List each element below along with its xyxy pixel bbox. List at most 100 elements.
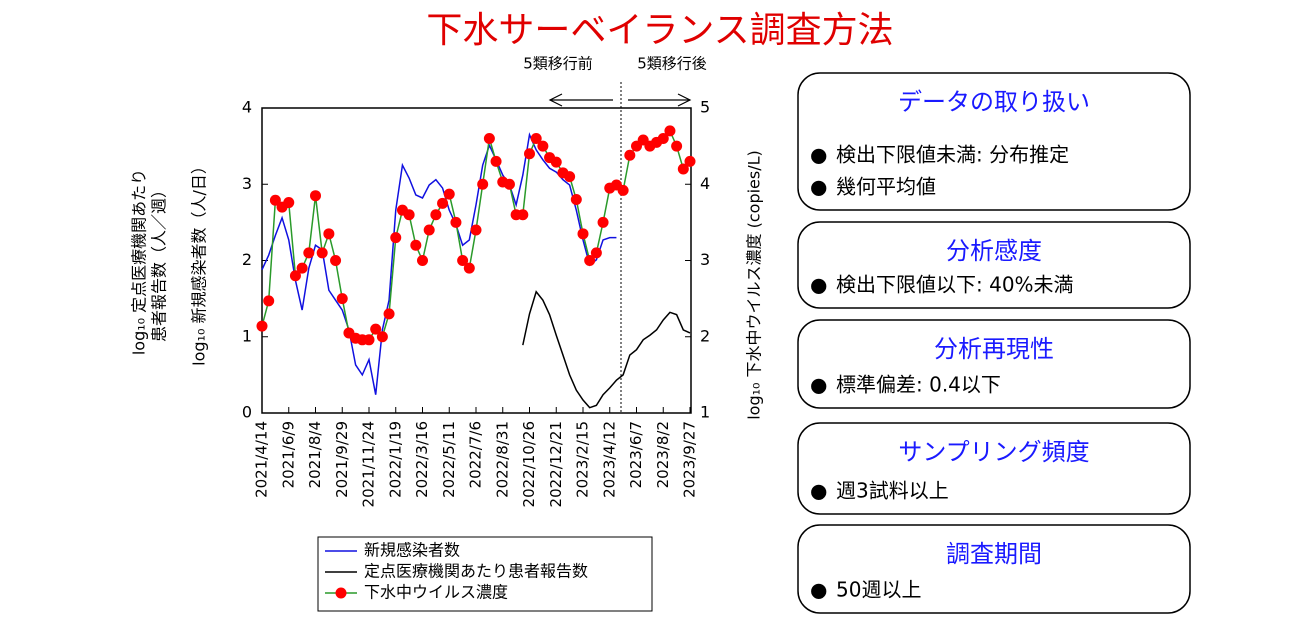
data-point: [550, 156, 562, 168]
data-point: [530, 133, 542, 144]
data-point: [617, 184, 629, 196]
panel-bullet: ●: [810, 479, 827, 503]
y-tick-label: 2: [242, 250, 252, 269]
data-point: [624, 149, 636, 161]
y2-axis-label: log₁₀ 下水中ウイルス濃度 (copies/L): [745, 150, 764, 420]
arrow-after: [628, 93, 692, 107]
y2-tick-label: 3: [700, 250, 710, 269]
data-point: [303, 247, 315, 259]
x-tick-label: 2023/4/12: [600, 421, 618, 498]
x-tick-label: 2022/7/6: [467, 421, 485, 488]
x-tick-label: 2021/8/4: [306, 421, 324, 488]
panel-box: [797, 72, 1191, 211]
data-point: [323, 228, 335, 240]
data-point: [363, 334, 375, 346]
y-tick-label: 1: [242, 326, 252, 345]
x-tick-label: 2022/8/31: [493, 421, 511, 498]
data-point: [477, 178, 489, 190]
data-point: [463, 262, 475, 274]
x-tick-label: 2022/5/11: [440, 421, 458, 498]
panel-title: 調査期間: [946, 540, 1042, 568]
data-point: [283, 197, 295, 209]
data-point: [450, 216, 462, 228]
data-point: [310, 190, 321, 202]
y-tick-label: 3: [242, 174, 252, 193]
annotation: 5類移行前: [523, 55, 593, 73]
legend-label: 新規感染者数: [364, 541, 460, 560]
data-point: [490, 155, 502, 167]
data-point: [503, 178, 515, 190]
data-point: [330, 255, 342, 266]
panel-bullet: ●: [810, 578, 827, 602]
page-title: 下水サーベイランス調査方法: [426, 10, 893, 51]
panel-bullet: ●: [810, 273, 827, 297]
panel-box: [797, 422, 1191, 515]
data-point: [597, 216, 609, 228]
data-point: [383, 308, 395, 320]
x-tick-label: 2022/3/16: [413, 421, 431, 498]
panel-item: 検出下限値以下: 40%未満: [836, 273, 1074, 297]
data-point: [437, 197, 449, 209]
legend-marker: [335, 587, 347, 599]
y2-tick-label: 5: [700, 98, 710, 117]
data-point: [417, 255, 428, 266]
x-tick-label: 2022/12/21: [547, 421, 565, 507]
data-point: [370, 323, 382, 335]
legend: [317, 536, 653, 612]
data-point: [657, 133, 669, 144]
data-point: [390, 232, 402, 244]
x-tick-label: 2023/2/15: [574, 421, 592, 498]
panel-box: [797, 221, 1191, 309]
data-point: [430, 209, 442, 221]
x-tick-label: 2021/4/14: [253, 421, 271, 498]
y-tick-label: 0: [242, 403, 252, 422]
data-point: [584, 255, 596, 266]
data-point: [564, 171, 576, 183]
data-point: [517, 209, 529, 221]
y2-tick-label: 2: [700, 326, 710, 345]
y-axis-label: log₁₀ 新規感染者数（人/日）: [190, 158, 209, 366]
data-point: [570, 194, 582, 205]
panel-bullet: ●: [810, 143, 827, 167]
panel-title: 分析感度: [946, 237, 1042, 265]
x-tick-label: 2021/9/29: [333, 421, 351, 498]
legend-label: 定点医療機関あたり患者報告数: [364, 562, 588, 581]
annotation: 5類移行後: [637, 55, 707, 73]
data-point: [664, 125, 676, 137]
data-point: [457, 255, 469, 266]
panel-bullet: ●: [810, 373, 827, 397]
panel-title: 分析再現性: [934, 335, 1054, 363]
data-point: [316, 247, 328, 259]
data-point: [336, 293, 348, 305]
x-tick-label: 2023/6/7: [627, 421, 645, 488]
x-tick-label: 2023/8/2: [654, 421, 672, 488]
y-axis-label-outer: log₁₀ 定点医療機関あたり: [130, 169, 149, 355]
x-tick-label: 2022/10/26: [520, 421, 538, 507]
panel-title: サンプリング頻度: [898, 438, 1089, 466]
panel-box: [797, 319, 1191, 409]
y2-tick-label: 4: [700, 174, 710, 193]
panel-item: 週3試料以上: [836, 479, 949, 503]
data-point: [410, 239, 422, 251]
x-tick-label: 2021/6/9: [279, 421, 297, 488]
data-point: [289, 270, 301, 282]
arrow-before: [548, 93, 613, 107]
data-point: [537, 140, 549, 152]
data-point: [524, 148, 535, 160]
data-point: [403, 209, 415, 221]
data-point: [376, 331, 388, 343]
panel-item: 検出下限値未満: 分布推定: [836, 143, 1069, 167]
data-point: [263, 295, 275, 307]
x-tick-label: 2021/11/24: [360, 421, 378, 507]
data-point: [577, 228, 589, 240]
series-line: [522, 290, 691, 409]
legend-label: 下水中ウイルス濃度: [364, 583, 508, 602]
data-point: [269, 194, 281, 206]
panel-item: 幾何平均値: [836, 175, 936, 199]
y-axis-label-outer: 患者報告数（人／週）: [150, 182, 169, 342]
data-point: [470, 224, 482, 236]
data-point: [423, 224, 435, 236]
data-point: [671, 140, 683, 152]
y2-tick-label: 1: [700, 403, 710, 422]
